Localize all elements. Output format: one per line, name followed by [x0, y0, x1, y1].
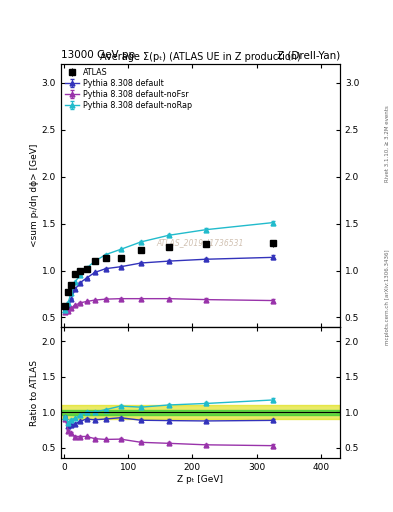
Text: Z (Drell-Yan): Z (Drell-Yan)	[277, 50, 340, 60]
Y-axis label: <sum pₜ/dη dϕ> [GeV]: <sum pₜ/dη dϕ> [GeV]	[30, 144, 39, 247]
Title: Average Σ(pₜ) (ATLAS UE in Z production): Average Σ(pₜ) (ATLAS UE in Z production)	[100, 52, 301, 62]
Legend: ATLAS, Pythia 8.308 default, Pythia 8.308 default-noFsr, Pythia 8.308 default-no: ATLAS, Pythia 8.308 default, Pythia 8.30…	[63, 67, 193, 112]
Bar	[61, 410, 340, 415]
Bar	[61, 406, 340, 419]
Text: 13000 GeV pp: 13000 GeV pp	[61, 50, 135, 60]
Text: ATLAS_2019_I1736531: ATLAS_2019_I1736531	[157, 238, 244, 247]
Text: Rivet 3.1.10, ≥ 3.2M events: Rivet 3.1.10, ≥ 3.2M events	[385, 105, 390, 182]
X-axis label: Z pₜ [GeV]: Z pₜ [GeV]	[177, 475, 224, 484]
Y-axis label: Ratio to ATLAS: Ratio to ATLAS	[30, 359, 39, 425]
Text: mcplots.cern.ch [arXiv:1306.3436]: mcplots.cern.ch [arXiv:1306.3436]	[385, 249, 390, 345]
